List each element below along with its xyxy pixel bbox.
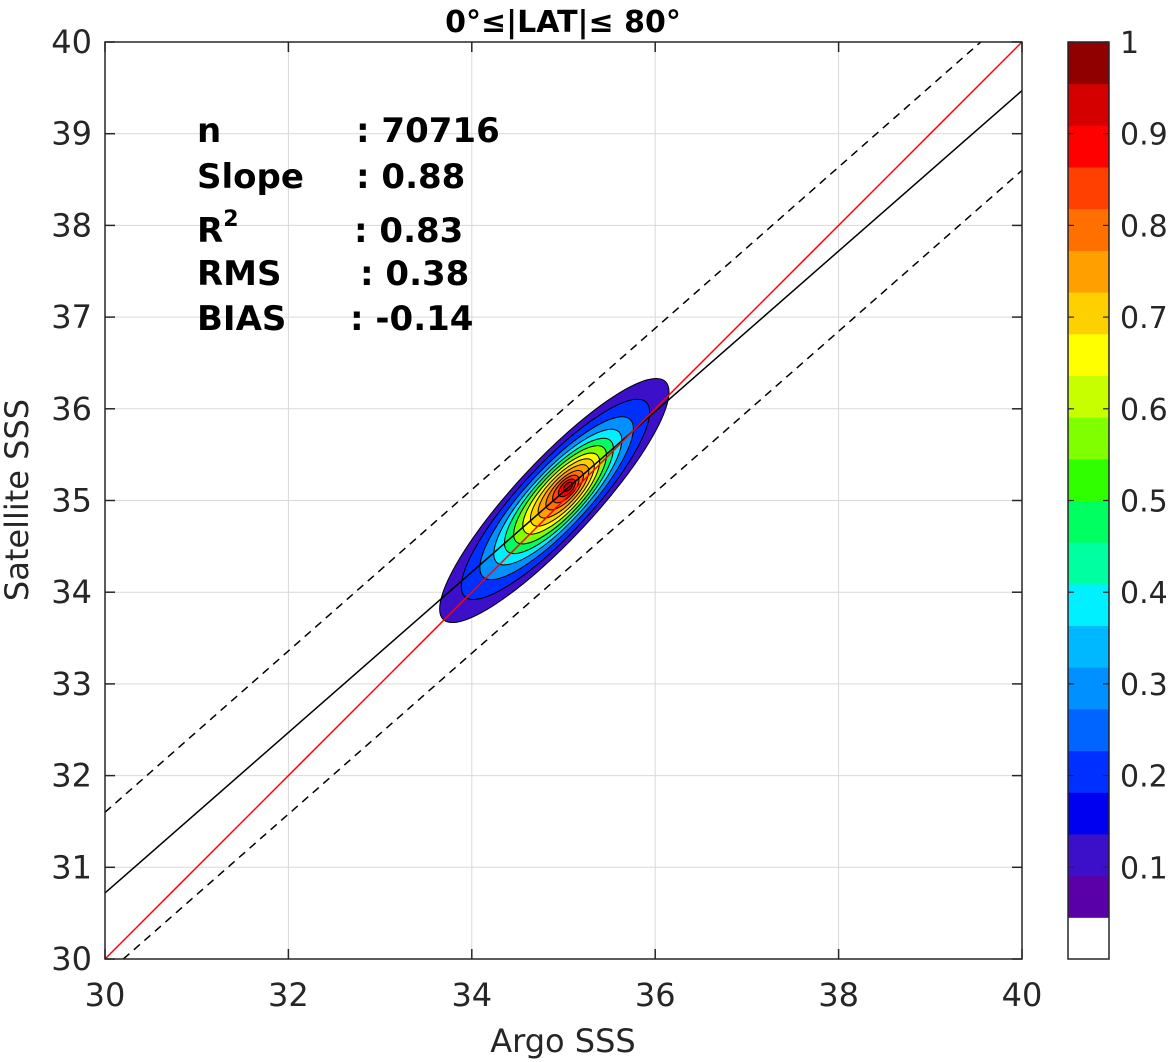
colorbar-segment — [1068, 292, 1109, 335]
colorbar-segment — [1068, 125, 1109, 168]
colorbar-segment — [1068, 667, 1109, 710]
x-axis-label: Argo SSS — [490, 1022, 635, 1060]
colorbar-tick-label: 0.1 — [1120, 851, 1168, 886]
stat-value: : 70716 — [356, 111, 500, 151]
colorbar-segment — [1068, 417, 1109, 460]
colorbar: 0.1 0.2 0.3 0.4 0.5 0.6 0.7 0.8 0.9 1 — [1067, 26, 1168, 960]
y-tick-label: 40 — [51, 23, 92, 61]
y-tick-label: 31 — [51, 848, 92, 886]
colorbar-segment — [1068, 167, 1109, 210]
colorbar-segment — [1068, 83, 1109, 126]
stat-label: n — [197, 111, 221, 151]
colorbar-tick-label: 0.8 — [1120, 209, 1168, 244]
colorbar-tick-label: 0.6 — [1120, 393, 1168, 428]
colorbar-segment — [1068, 792, 1109, 835]
colorbar-tick-label: 0.3 — [1120, 668, 1168, 703]
chart-title: 0°≤|LAT|≤ 80° — [445, 5, 681, 40]
colorbar-segment — [1068, 208, 1109, 251]
colorbar-segment — [1068, 583, 1109, 627]
y-tick-labels: 30 31 32 33 34 35 36 37 38 39 40 — [51, 23, 92, 978]
x-tick-label: 40 — [1002, 976, 1043, 1014]
colorbar-tick-label: 0.5 — [1120, 485, 1168, 520]
colorbar-tick-label: 0.2 — [1120, 760, 1168, 795]
grid-lines — [104, 41, 1023, 960]
colorbar-segment — [1068, 750, 1109, 793]
colorbar-tick-label: 1 — [1120, 26, 1139, 61]
reference-lines — [105, 42, 1022, 959]
stat-value: : 0.38 — [360, 254, 469, 294]
y-tick-label: 38 — [51, 206, 92, 244]
colorbar-tick-label: 0.7 — [1120, 301, 1168, 336]
y-tick-label: 35 — [51, 482, 92, 520]
colorbar-segment — [1068, 500, 1109, 543]
colorbar-segment — [1068, 375, 1109, 418]
stat-label: Slope — [197, 157, 304, 197]
x-tick-label: 30 — [85, 976, 126, 1014]
colorbar-segment — [1068, 625, 1109, 668]
colorbar-segment — [1068, 875, 1109, 918]
x-tick-labels: 30 32 34 36 38 40 — [85, 976, 1043, 1014]
colorbar-segment — [1068, 42, 1109, 85]
axis-ticks — [104, 41, 1023, 960]
stat-label: BIAS — [197, 299, 286, 339]
stat-value: : -0.14 — [350, 299, 473, 339]
lower-bound-line — [122, 169, 1022, 959]
upper-bound-line — [105, 42, 982, 813]
colorbar-segment — [1068, 833, 1109, 877]
x-tick-label: 34 — [451, 976, 492, 1014]
colorbar-segment — [1068, 458, 1109, 501]
colorbar-segment — [1068, 542, 1109, 585]
stat-value: : 0.88 — [356, 157, 465, 197]
colorbar-segment — [1068, 333, 1109, 376]
colorbar-tick-label: 0.9 — [1120, 118, 1168, 153]
y-tick-label: 30 — [51, 940, 92, 978]
stat-value: : 0.83 — [354, 211, 463, 251]
y-tick-label: 33 — [51, 665, 92, 703]
regression-line — [105, 90, 1022, 894]
y-tick-label: 37 — [51, 298, 92, 336]
x-tick-label: 38 — [818, 976, 859, 1014]
y-tick-label: 32 — [51, 757, 92, 795]
y-axis-label: Satellite SSS — [0, 399, 36, 601]
colorbar-segment — [1068, 917, 1109, 960]
colorbar-segment — [1068, 708, 1109, 752]
y-tick-label: 39 — [51, 115, 92, 153]
stat-label: RMS — [197, 254, 282, 294]
x-tick-label: 32 — [268, 976, 309, 1014]
colorbar-segment — [1068, 250, 1109, 293]
one-to-one-line — [105, 42, 1022, 959]
colorbar-tick-label: 0.4 — [1120, 576, 1168, 611]
y-tick-label: 34 — [51, 573, 92, 611]
y-tick-label: 36 — [51, 390, 92, 428]
x-tick-label: 36 — [635, 976, 676, 1014]
